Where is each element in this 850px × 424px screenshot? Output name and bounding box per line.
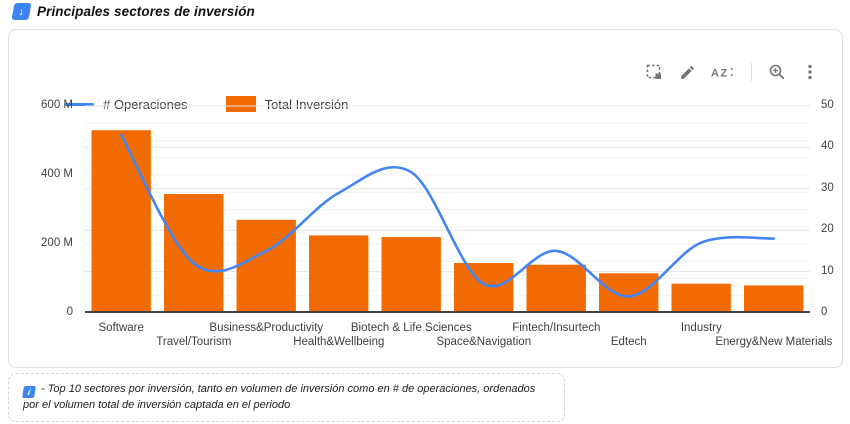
y-axis-right-tick: 50 — [821, 99, 834, 111]
x-axis-category-label: Edtech — [610, 336, 647, 348]
legend-label: # Operaciones — [103, 96, 188, 112]
legend-item: # Operaciones — [65, 97, 188, 112]
legend-item: Total Inversión — [225, 96, 349, 112]
y-axis-left-tick: 400 M — [41, 168, 73, 180]
y-axis-left-tick: 0 — [66, 306, 73, 318]
x-axis-category-label: Travel/Tourism — [156, 336, 232, 348]
footnote-text: i- Top 10 sectores por inversión, tanto … — [21, 383, 536, 411]
y-axis-right-tick: 10 — [821, 264, 834, 277]
more-options-icon[interactable] — [800, 62, 820, 82]
y-axis-right-tick: 20 — [821, 223, 834, 236]
y-axis-right-tick: 0 — [821, 306, 828, 318]
y-axis-right-tick: 30 — [821, 181, 834, 194]
x-axis-category-label: Energy&New Materials — [715, 336, 833, 348]
page-title-row: ↓ Principales sectores de inversión — [11, 3, 255, 20]
x-axis-category-label: Space&Navigation — [436, 336, 532, 348]
chart-toolbar: A Z — [644, 62, 820, 82]
zoom-icon[interactable] — [767, 62, 787, 82]
legend-bar-swatch-icon — [225, 96, 256, 112]
y-axis-left-tick: 600 M — [41, 99, 73, 111]
x-axis-category-label: Industry — [680, 322, 722, 334]
x-axis-category-label: Health&Wellbeing — [293, 336, 385, 348]
marquee-select-icon[interactable] — [644, 62, 664, 82]
edit-pencil-icon[interactable] — [677, 62, 697, 82]
svg-text:Z: Z — [721, 68, 728, 80]
chart-plot-area[interactable]: 0 200 M 400 M 600 M 0 10 20 30 40 50 Software Tra… — [41, 99, 834, 348]
x-axis-category-label: Business&Productivity — [209, 322, 324, 334]
x-axis-category-label: Biotech & Life Sciences — [350, 322, 472, 334]
combo-chart[interactable] — [85, 105, 810, 315]
footnote-card: i- Top 10 sectores por inversión, tanto … — [8, 373, 565, 422]
info-icon: i — [21, 385, 37, 398]
x-axis-category-label: Fintech/Insurtech — [512, 322, 601, 334]
svg-text:A: A — [711, 68, 719, 80]
chart-legend: # Operaciones Total Inversión — [65, 96, 348, 112]
page-title: Principales sectores de inversión — [37, 4, 255, 19]
legend-label: Total Inversión — [264, 96, 349, 112]
y-axis-left-tick: 200 M — [41, 237, 73, 249]
legend-line-swatch-icon — [65, 102, 94, 106]
sort-alpha-icon[interactable]: A Z — [710, 62, 736, 82]
x-axis-category-label: Software — [98, 322, 144, 334]
toolbar-divider — [751, 63, 752, 81]
down-arrow-badge-icon: ↓ — [11, 3, 32, 20]
y-axis-right-tick: 40 — [821, 140, 834, 153]
